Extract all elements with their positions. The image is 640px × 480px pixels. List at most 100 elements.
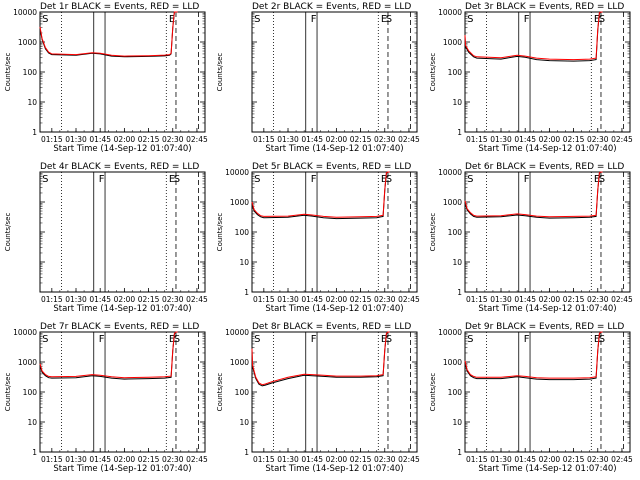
x-axis-label: Start Time (14-Sep-12 01:07:40)	[478, 464, 616, 474]
lld-series-line	[251, 331, 390, 386]
x-tick-label: 02:45	[186, 295, 208, 304]
y-tick-label: 1000	[18, 38, 37, 47]
event-marker-label: S	[386, 174, 392, 185]
x-tick-label: 02:15	[138, 135, 160, 144]
x-tick-label: 02:00	[114, 295, 136, 304]
y-tick-label: 1	[244, 448, 249, 457]
x-tick-label: 02:45	[611, 455, 633, 464]
x-tick-label: 02:00	[326, 455, 348, 464]
x-axis-label: Start Time (14-Sep-12 01:07:40)	[265, 144, 403, 154]
y-axis-label: Counts/sec	[216, 373, 224, 412]
y-axis-label: Counts/sec	[4, 373, 12, 412]
y-tick-label: 10	[452, 418, 462, 427]
x-tick-label: 02:15	[350, 455, 372, 464]
x-tick-label: 02:00	[539, 455, 561, 464]
event-marker-label: S	[467, 334, 473, 345]
event-marker-label: S	[42, 334, 48, 345]
lld-series-line	[39, 11, 178, 57]
plot-frame	[39, 171, 206, 293]
event-marker-label: S	[386, 334, 392, 345]
plot-frame	[464, 171, 631, 293]
y-tick-label: 10	[239, 258, 249, 267]
x-tick-label: 02:15	[138, 295, 160, 304]
y-tick-label: 10000	[438, 328, 462, 337]
x-tick-label: 02:00	[539, 135, 561, 144]
x-tick-label: 01:15	[41, 135, 63, 144]
y-axis-label: Counts/sec	[429, 213, 437, 252]
x-tick-label: 02:45	[186, 135, 208, 144]
x-tick-label: 01:30	[490, 295, 512, 304]
y-tick-label: 1	[32, 448, 37, 457]
x-axis-label: Start Time (14-Sep-12 01:07:40)	[478, 304, 616, 314]
event-marker-label: F	[524, 14, 530, 25]
plot-frame	[39, 331, 206, 453]
panel-title: Det 2r BLACK = Events, RED = LLD	[252, 2, 411, 12]
plot-frame	[39, 11, 206, 133]
x-tick-label: 02:45	[186, 455, 208, 464]
events-series-line	[464, 331, 603, 381]
event-marker-label: E	[381, 334, 387, 345]
y-tick-label: 10000	[13, 328, 37, 337]
panel-title: Det 6r BLACK = Events, RED = LLD	[465, 162, 624, 172]
event-marker-label: E	[594, 174, 600, 185]
x-tick-label: 02:30	[587, 295, 609, 304]
event-marker-label: F	[524, 174, 530, 185]
x-tick-label: 02:45	[611, 295, 633, 304]
panel-title: Det 1r BLACK = Events, RED = LLD	[40, 2, 199, 12]
y-tick-label: 1	[457, 448, 462, 457]
event-marker-label: E	[381, 14, 387, 25]
plot-frame	[251, 171, 418, 293]
event-marker-label: E	[381, 174, 387, 185]
x-tick-label: 01:45	[514, 135, 536, 144]
y-tick-label: 1000	[18, 358, 37, 367]
x-tick-label: 01:15	[41, 295, 63, 304]
x-tick-label: 02:15	[350, 295, 372, 304]
x-tick-label: 02:30	[374, 455, 396, 464]
y-axis-label: Counts/sec	[429, 373, 437, 412]
events-series-line	[39, 11, 178, 58]
y-tick-label: 10000	[438, 8, 462, 17]
x-tick-label: 01:15	[466, 295, 488, 304]
x-axis-label: Start Time (14-Sep-12 01:07:40)	[478, 144, 616, 154]
x-tick-label: 02:45	[398, 135, 420, 144]
x-axis-label: Start Time (14-Sep-12 01:07:40)	[265, 464, 403, 474]
x-axis-label: Start Time (14-Sep-12 01:07:40)	[53, 464, 191, 474]
event-marker-label: F	[99, 174, 105, 185]
panel-title: Det 9r BLACK = Events, RED = LLD	[465, 322, 624, 332]
y-tick-label: 100	[448, 228, 463, 237]
x-tick-label: 02:00	[114, 455, 136, 464]
x-tick-label: 01:30	[65, 455, 87, 464]
y-tick-label: 1	[457, 288, 462, 297]
event-marker-label: E	[594, 334, 600, 345]
y-tick-label: 100	[235, 228, 250, 237]
event-marker-label: E	[594, 14, 600, 25]
y-tick-label: 10	[27, 98, 37, 107]
event-marker-label: S	[467, 14, 473, 25]
lld-series-line	[464, 331, 603, 379]
x-tick-label: 02:45	[398, 295, 420, 304]
y-tick-label: 100	[235, 388, 250, 397]
y-tick-label: 1000	[443, 38, 462, 47]
x-tick-label: 02:45	[398, 455, 420, 464]
event-marker-label: F	[99, 334, 105, 345]
x-tick-label: 02:30	[162, 295, 184, 304]
x-tick-label: 01:45	[89, 295, 111, 304]
y-tick-label: 100	[448, 68, 463, 77]
x-tick-label: 01:45	[514, 455, 536, 464]
x-tick-label: 01:30	[490, 455, 512, 464]
panel-title: Det 7r BLACK = Events, RED = LLD	[40, 322, 199, 332]
event-marker-label: F	[524, 334, 530, 345]
event-marker-label: F	[311, 334, 317, 345]
plot-frame	[464, 331, 631, 453]
x-tick-label: 02:15	[563, 135, 585, 144]
x-tick-label: 02:00	[326, 135, 348, 144]
x-tick-label: 01:15	[253, 455, 275, 464]
x-tick-label: 01:15	[466, 455, 488, 464]
panel-title: Det 5r BLACK = Events, RED = LLD	[252, 162, 411, 172]
x-tick-label: 01:45	[89, 455, 111, 464]
